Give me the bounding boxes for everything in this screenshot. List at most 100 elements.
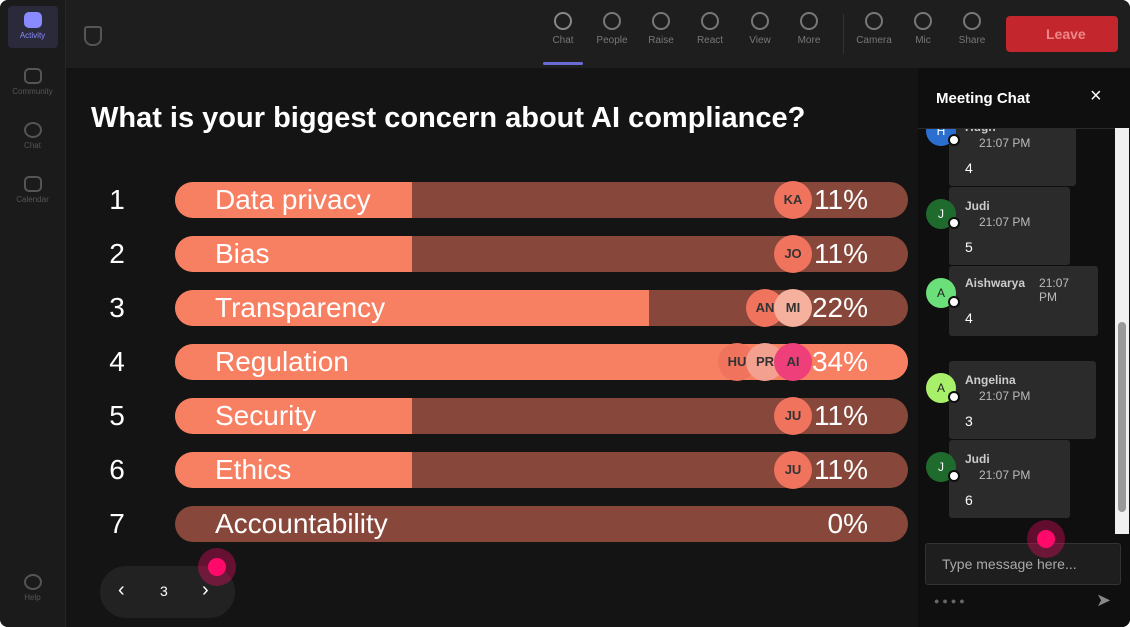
toolbar-button[interactable]: More [784,12,834,46]
author-avatar: A [926,278,960,308]
rail-label: Community [12,87,53,96]
option-percent: 0% [827,508,868,539]
leave-label: Leave [1046,26,1086,42]
bar-fill [175,452,413,488]
option-label: Data privacy [215,184,371,215]
poll-option[interactable]: 1 Data privacy 11% KA [0,181,918,219]
option-percent: 11% [814,184,868,215]
message-author: Aishwarya [965,276,1026,290]
poll-option[interactable]: 7 Accountability 0% [0,506,918,542]
toolbar-button[interactable]: People [587,12,637,46]
page-number: 3 [160,583,168,599]
option-label: Transparency [215,292,386,323]
message-bubble: Aishwarya 21:07 PM 4 [949,266,1098,336]
prev-button[interactable]: ‹ [118,579,125,601]
toolbar-label: React [696,35,724,46]
message-author: Judi [965,199,990,213]
side-rail: Activity Community Chat Calendar Help [0,0,66,627]
message-bubble: Angelina 21:07 PM 3 [949,361,1096,439]
toolbar-button[interactable]: Raise [636,12,686,46]
option-label: Accountability [215,508,388,539]
toolbar-label: Mic [915,35,931,46]
option-number: 2 [109,238,125,269]
poll-option[interactable]: 3 Transparency 22% AN MI [0,289,918,327]
rail-label: Calendar [16,195,49,204]
toolbar-icon [800,12,818,30]
message-bubble: Hugh 21:07 PM 4 [949,128,1076,186]
toolbar-button[interactable]: Camera [849,12,899,46]
bar-fill [175,182,413,218]
option-label: Regulation [215,346,349,377]
message-text: 4 [965,160,973,176]
option-number: 3 [109,292,125,323]
bar-fill [175,290,650,326]
option-number: 5 [109,400,125,431]
message-input[interactable]: Type message here... [925,543,1121,585]
bar-fill [175,398,413,434]
bar-track [175,506,908,542]
format-icons[interactable]: ●●●● [934,596,968,606]
toolbar-icon [652,12,670,30]
toolbar-button[interactable]: Chat [538,12,588,65]
toolbar: Chat People Raise React View More Camera Mic Sha… [66,0,1130,68]
toolbar-icon [963,12,981,30]
poll-option[interactable]: 5 Security 11% JU [0,397,918,435]
rail-activity[interactable]: Activity [0,12,65,40]
message-text: 5 [965,239,973,255]
rail-community[interactable]: Community [0,68,65,96]
poll-option[interactable]: 6 Ethics 11% JU [0,451,918,489]
author-avatar: J [926,199,960,229]
scroll-thumb[interactable] [1118,322,1126,512]
scrollbar[interactable] [1115,128,1129,534]
rail-calendar[interactable]: Calendar [0,176,65,204]
voter-avatar: KA [774,181,812,219]
toolbar-label: Raise [648,35,674,46]
rail-label: Help [24,593,41,602]
toolbar-button[interactable]: Mic [898,12,948,46]
author-avatar: J [926,452,960,482]
close-button[interactable]: × [1090,85,1102,107]
message-author: Judi [965,452,990,466]
toolbar-label: People [596,35,628,46]
rail-chat[interactable]: Chat [0,122,65,150]
message-text: 6 [965,492,973,508]
rail-label: Chat [24,141,41,150]
toolbar-icon [865,12,883,30]
toolbar-button[interactable]: React [685,12,735,46]
option-percent: 34% [811,346,868,377]
message-header: Hugh 21:07 PM [965,128,1060,154]
poll-option[interactable]: 4 Regulation 34% HU PR AI [0,343,918,381]
toolbar-label: View [749,35,771,46]
message-header: Angelina 21:07 PM [965,371,1080,407]
toolbar-button[interactable]: View [735,12,785,46]
toolbar-icon [554,12,572,30]
message-time: 21:07 PM [979,136,1031,150]
rail-help[interactable]: Help [0,574,65,602]
active-underline [543,62,583,65]
message-time: 21:07 PM [979,389,1031,403]
message-bubble: Judi 21:07 PM 5 [949,187,1070,265]
message-text: 3 [965,413,973,429]
toolbar-label: Share [958,35,986,46]
option-number: 6 [109,454,125,485]
option-percent: 11% [814,454,868,485]
option-label: Ethics [215,454,292,485]
toolbar-label: More [797,35,821,46]
voter-avatar: JO [774,235,812,273]
leave-button[interactable]: Leave [1006,16,1118,52]
author-avatar: A [926,373,960,403]
send-button[interactable]: ➤ [1096,590,1112,610]
pointer-dot [1037,530,1055,548]
message-text: 4 [965,310,973,326]
next-button[interactable]: › [202,579,209,601]
message-author: Angelina [965,373,1016,387]
voter-avatar: MI [774,289,812,327]
pointer-dot [208,558,226,576]
toolbar-button[interactable]: Share [947,12,997,46]
input-placeholder: Type message here... [942,556,1077,572]
poll-option[interactable]: 2 Bias 11% JO [0,235,918,273]
toolbar-label: Chat [552,35,574,46]
